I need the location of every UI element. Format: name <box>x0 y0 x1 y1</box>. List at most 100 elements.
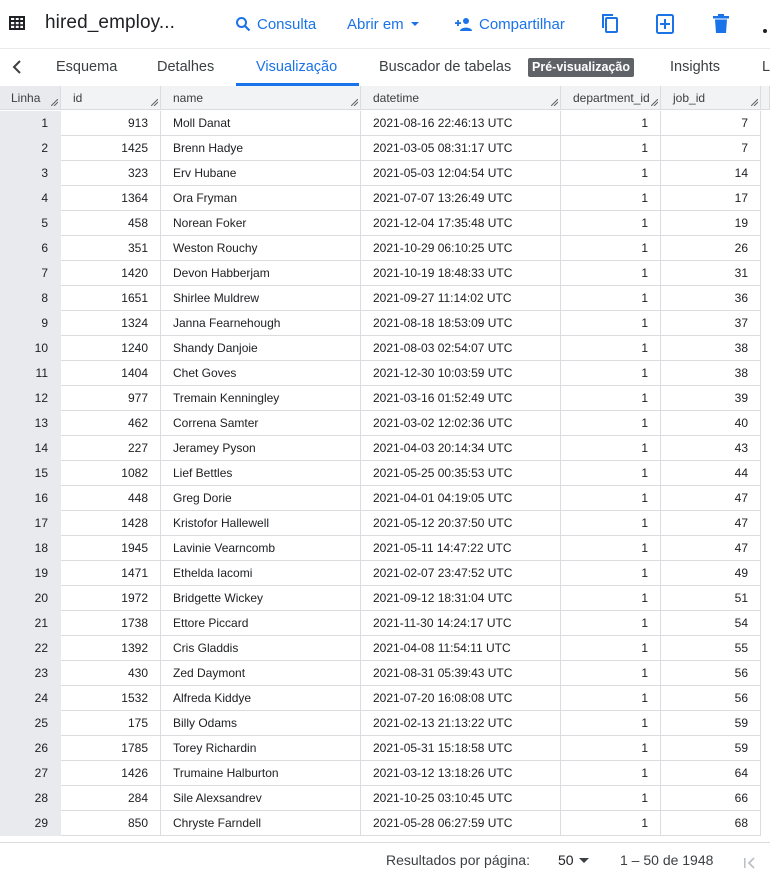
datetime-cell[interactable]: 2021-10-19 18:48:33 UTC <box>361 261 561 286</box>
name-cell[interactable]: Jeramey Pyson <box>161 436 361 461</box>
department-id-cell[interactable]: 1 <box>561 561 661 586</box>
snapshot-icon[interactable] <box>653 12 677 36</box>
table-row[interactable]: 21 1738 Ettore Piccard 2021-11-30 14:24:17 … <box>0 611 770 636</box>
table-row[interactable]: 15 1082 Lief Bettles 2021-05-25 00:35:53 UT… <box>0 461 770 486</box>
tab-insights[interactable]: Insights <box>670 59 720 75</box>
name-cell[interactable]: Weston Rouchy <box>161 236 361 261</box>
department-id-cell[interactable]: 1 <box>561 786 661 811</box>
name-cell[interactable]: Alfreda Kiddye <box>161 686 361 711</box>
job-id-cell[interactable]: 36 <box>661 286 761 311</box>
job-id-cell[interactable]: 38 <box>661 336 761 361</box>
chevron-left-icon[interactable] <box>10 59 26 75</box>
department-id-cell[interactable]: 1 <box>561 686 661 711</box>
department-id-cell[interactable]: 1 <box>561 186 661 211</box>
datetime-cell[interactable]: 2021-08-18 18:53:09 UTC <box>361 311 561 336</box>
id-cell[interactable]: 1324 <box>61 311 161 336</box>
copy-icon[interactable] <box>598 12 622 36</box>
job-id-cell[interactable]: 66 <box>661 786 761 811</box>
datetime-cell[interactable]: 2021-05-12 20:37:50 UTC <box>361 511 561 536</box>
table-row[interactable]: 7 1420 Devon Habberjam 2021-10-19 18:48:33 … <box>0 261 770 286</box>
department-id-cell[interactable]: 1 <box>561 736 661 761</box>
datetime-cell[interactable]: 2021-05-03 12:04:54 UTC <box>361 161 561 186</box>
table-row[interactable]: 24 1532 Alfreda Kiddye 2021-07-20 16:08:08 … <box>0 686 770 711</box>
id-cell[interactable]: 1240 <box>61 336 161 361</box>
id-cell[interactable]: 1425 <box>61 136 161 161</box>
department-id-cell[interactable]: 1 <box>561 436 661 461</box>
header-job-id[interactable]: job_id <box>661 86 761 110</box>
tab-lineage[interactable]: L <box>762 59 770 75</box>
department-id-cell[interactable]: 1 <box>561 386 661 411</box>
datetime-cell[interactable]: 2021-02-13 21:13:22 UTC <box>361 711 561 736</box>
name-cell[interactable]: Billy Odams <box>161 711 361 736</box>
name-cell[interactable]: Chet Goves <box>161 361 361 386</box>
department-id-cell[interactable]: 1 <box>561 311 661 336</box>
id-cell[interactable]: 175 <box>61 711 161 736</box>
name-cell[interactable]: Chryste Farndell <box>161 811 361 836</box>
id-cell[interactable]: 1532 <box>61 686 161 711</box>
department-id-cell[interactable]: 1 <box>561 661 661 686</box>
table-row[interactable]: 28 284 Sile Alexsandrev 2021-10-25 03:10:45… <box>0 786 770 811</box>
department-id-cell[interactable]: 1 <box>561 536 661 561</box>
job-id-cell[interactable]: 40 <box>661 411 761 436</box>
datetime-cell[interactable]: 2021-09-12 18:31:04 UTC <box>361 586 561 611</box>
datetime-cell[interactable]: 2021-05-31 15:18:58 UTC <box>361 736 561 761</box>
id-cell[interactable]: 1972 <box>61 586 161 611</box>
table-row[interactable]: 25 175 Billy Odams 2021-02-13 21:13:22 UTC 1… <box>0 711 770 736</box>
table-row[interactable]: 22 1392 Cris Gladdis 2021-04-08 11:54:11 UT… <box>0 636 770 661</box>
job-id-cell[interactable]: 59 <box>661 711 761 736</box>
table-row[interactable]: 23 430 Zed Daymont 2021-08-31 05:39:43 UTC 1… <box>0 661 770 686</box>
datetime-cell[interactable]: 2021-10-25 03:10:45 UTC <box>361 786 561 811</box>
datetime-cell[interactable]: 2021-04-03 20:14:34 UTC <box>361 436 561 461</box>
name-cell[interactable]: Shandy Danjoie <box>161 336 361 361</box>
table-row[interactable]: 18 1945 Lavinie Vearncomb 2021-05-11 14:47:… <box>0 536 770 561</box>
table-row[interactable]: 14 227 Jeramey Pyson 2021-04-03 20:14:34 UT… <box>0 436 770 461</box>
id-cell[interactable]: 977 <box>61 386 161 411</box>
department-id-cell[interactable]: 1 <box>561 261 661 286</box>
job-id-cell[interactable]: 7 <box>661 136 761 161</box>
datetime-cell[interactable]: 2021-04-08 11:54:11 UTC <box>361 636 561 661</box>
job-id-cell[interactable]: 56 <box>661 686 761 711</box>
table-row[interactable]: 4 1364 Ora Fryman 2021-07-07 13:26:49 UTC 1 1… <box>0 186 770 211</box>
tab-details[interactable]: Detalhes <box>157 59 215 75</box>
department-id-cell[interactable]: 1 <box>561 711 661 736</box>
per-page-select[interactable]: 50 <box>558 852 574 868</box>
share-button[interactable]: Compartilhar <box>455 13 565 35</box>
datetime-cell[interactable]: 2021-02-07 23:47:52 UTC <box>361 561 561 586</box>
tab-table-explorer[interactable]: Buscador de tabelas <box>379 59 512 75</box>
name-cell[interactable]: Bridgette Wickey <box>161 586 361 611</box>
resize-handle-icon[interactable] <box>551 99 558 106</box>
id-cell[interactable]: 1428 <box>61 511 161 536</box>
table-row[interactable]: 27 1426 Trumaine Halburton 2021-03-12 13:18… <box>0 761 770 786</box>
department-id-cell[interactable]: 1 <box>561 286 661 311</box>
open-in-button[interactable]: Abrir em <box>347 13 421 35</box>
table-row[interactable]: 17 1428 Kristofor Hallewell 2021-05-12 20:3… <box>0 511 770 536</box>
id-cell[interactable]: 1651 <box>61 286 161 311</box>
department-id-cell[interactable]: 1 <box>561 586 661 611</box>
datetime-cell[interactable]: 2021-07-07 13:26:49 UTC <box>361 186 561 211</box>
id-cell[interactable]: 1785 <box>61 736 161 761</box>
department-id-cell[interactable]: 1 <box>561 811 661 836</box>
datetime-cell[interactable]: 2021-03-02 12:02:36 UTC <box>361 411 561 436</box>
tab-preview[interactable]: Visualização <box>256 59 338 75</box>
datetime-cell[interactable]: 2021-05-11 14:47:22 UTC <box>361 536 561 561</box>
name-cell[interactable]: Correna Samter <box>161 411 361 436</box>
department-id-cell[interactable]: 1 <box>561 761 661 786</box>
id-cell[interactable]: 1945 <box>61 536 161 561</box>
id-cell[interactable]: 430 <box>61 661 161 686</box>
department-id-cell[interactable]: 1 <box>561 361 661 386</box>
table-row[interactable]: 10 1240 Shandy Danjoie 2021-08-03 02:54:07 … <box>0 336 770 361</box>
job-id-cell[interactable]: 39 <box>661 386 761 411</box>
id-cell[interactable]: 458 <box>61 211 161 236</box>
id-cell[interactable]: 1392 <box>61 636 161 661</box>
job-id-cell[interactable]: 31 <box>661 261 761 286</box>
name-cell[interactable]: Ettore Piccard <box>161 611 361 636</box>
department-id-cell[interactable]: 1 <box>561 236 661 261</box>
department-id-cell[interactable]: 1 <box>561 486 661 511</box>
name-cell[interactable]: Erv Hubane <box>161 161 361 186</box>
datetime-cell[interactable]: 2021-08-16 22:46:13 UTC <box>361 111 561 136</box>
resize-handle-icon[interactable] <box>151 99 158 106</box>
department-id-cell[interactable]: 1 <box>561 611 661 636</box>
id-cell[interactable]: 1404 <box>61 361 161 386</box>
header-department-id[interactable]: department_id <box>561 86 661 110</box>
name-cell[interactable]: Ethelda Iacomi <box>161 561 361 586</box>
